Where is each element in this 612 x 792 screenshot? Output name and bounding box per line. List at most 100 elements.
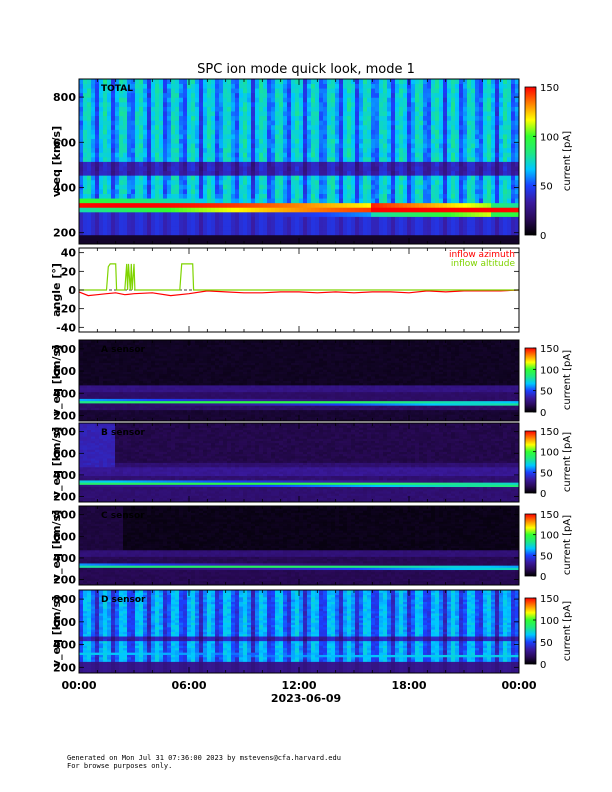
heatmap-cell (163, 143, 167, 148)
heatmap-cell (371, 97, 375, 102)
heatmap-cell (459, 125, 463, 130)
heatmap-cell (135, 184, 139, 189)
heatmap-cell (211, 171, 215, 176)
heatmap-cell (379, 217, 383, 222)
heatmap-cell (267, 235, 271, 240)
heatmap-cell (99, 102, 103, 107)
heatmap-cell (479, 129, 483, 134)
heatmap-cell (119, 120, 123, 125)
heatmap-cell (399, 143, 403, 148)
heatmap-cell (211, 134, 215, 139)
heatmap-cell (451, 84, 455, 89)
heatmap-cell (439, 143, 443, 148)
heatmap-cell (467, 143, 471, 148)
heatmap-cell (291, 175, 295, 180)
heatmap-cell (91, 143, 95, 148)
heatmap-cell (95, 162, 99, 167)
heatmap-cell (219, 84, 223, 89)
heatmap-cell (107, 148, 111, 153)
heatmap-cell (295, 198, 299, 203)
heatmap-cell (251, 157, 255, 162)
heatmap-cell (295, 207, 299, 212)
heatmap-cell (119, 116, 123, 121)
heatmap-cell (419, 143, 423, 148)
heatmap-cell (119, 230, 123, 235)
heatmap-cell (427, 221, 431, 226)
heatmap-cell (279, 93, 283, 98)
heatmap-cell (383, 212, 387, 217)
heatmap-cell (147, 171, 151, 176)
heatmap-cell (111, 107, 115, 112)
heatmap-cell (123, 111, 127, 116)
heatmap-cell (399, 102, 403, 107)
heatmap-cell (139, 212, 143, 217)
heatmap-cell (291, 212, 295, 217)
heatmap-cell (291, 107, 295, 112)
heatmap-cell (103, 212, 107, 217)
heatmap-cell (231, 120, 235, 125)
heatmap-cell (319, 235, 323, 240)
heatmap-cell (155, 93, 159, 98)
heatmap-cell (371, 203, 375, 208)
heatmap-cell (351, 125, 355, 130)
heatmap-cell (307, 125, 311, 130)
heatmap-cell (439, 120, 443, 125)
heatmap-cell (127, 107, 131, 112)
heatmap-cell (171, 134, 175, 139)
heatmap-cell (355, 230, 359, 235)
heatmap-cell (367, 189, 371, 194)
heatmap-cell (159, 139, 163, 144)
heatmap-cell (451, 226, 455, 231)
heatmap-cell (511, 184, 515, 189)
heatmap-cell (371, 230, 375, 235)
heatmap-cell (483, 203, 487, 208)
heatmap-cell (335, 116, 339, 121)
heatmap-cell (275, 198, 279, 203)
heatmap-cell (471, 139, 475, 144)
heatmap-cell (307, 175, 311, 180)
heatmap-cell (491, 212, 495, 217)
heatmap-cell (147, 134, 151, 139)
heatmap-cell (323, 111, 327, 116)
heatmap-cell (107, 102, 111, 107)
heatmap-cell (491, 134, 495, 139)
heatmap-cell (227, 212, 231, 217)
heatmap-cell (127, 129, 131, 134)
heatmap-cell (255, 180, 259, 185)
heatmap-cell (511, 120, 515, 125)
heatmap-cell (127, 207, 131, 212)
heatmap-cell (455, 175, 459, 180)
heatmap-cell (91, 180, 95, 185)
heatmap-cell (191, 152, 195, 157)
heatmap-cell (275, 143, 279, 148)
heatmap-cell (359, 152, 363, 157)
heatmap-cell (263, 134, 267, 139)
heatmap-cell (235, 88, 239, 93)
heatmap-cell (223, 184, 227, 189)
heatmap-cell (403, 189, 407, 194)
heatmap-cell (351, 212, 355, 217)
heatmap-cell (235, 171, 239, 176)
heatmap-cell (447, 129, 451, 134)
heatmap-cell (479, 175, 483, 180)
heatmap-cell (467, 207, 471, 212)
heatmap-cell (155, 207, 159, 212)
heatmap-cell (239, 93, 243, 98)
heatmap-cell (119, 97, 123, 102)
heatmap-cell (79, 116, 83, 121)
heatmap-cell (147, 212, 151, 217)
heatmap-cell (147, 221, 151, 226)
heatmap-cell (435, 203, 439, 208)
heatmap-cell (79, 120, 83, 125)
heatmap-cell (151, 198, 155, 203)
heatmap-cell (315, 84, 319, 89)
heatmap-cell (439, 194, 443, 199)
heatmap-cell (479, 203, 483, 208)
heatmap-cell (187, 175, 191, 180)
heatmap-cell (319, 93, 323, 98)
heatmap-cell (279, 217, 283, 222)
heatmap-cell (179, 157, 183, 162)
heatmap-cell (267, 175, 271, 180)
heatmap-cell (467, 198, 471, 203)
heatmap-cell (187, 217, 191, 222)
